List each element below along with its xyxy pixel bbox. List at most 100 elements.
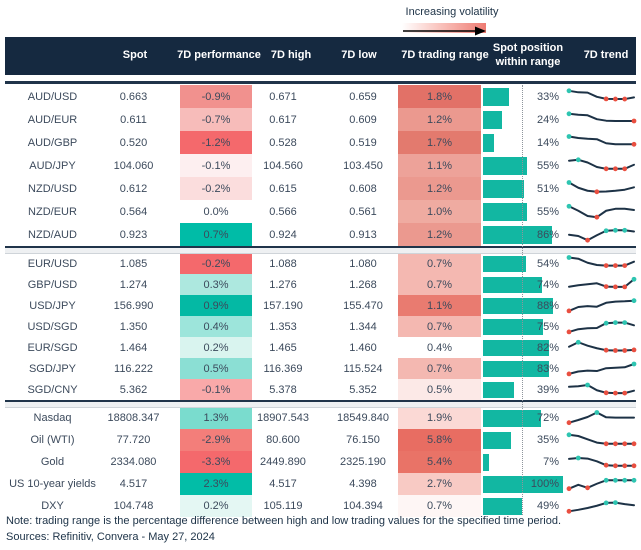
row-label: AUD/GBP [27, 136, 78, 149]
trading-range-cell: 0.7% [398, 358, 481, 379]
row-label: Oil (WTI) [30, 434, 75, 446]
position-percent: 74% [536, 278, 559, 291]
high-value: 2449.890 [260, 456, 306, 468]
performance-cell: -0.9% [180, 85, 252, 108]
high-dot-icon [613, 499, 618, 505]
position-bar [483, 133, 495, 152]
trend-sparkline [566, 274, 637, 295]
sparkline-icon [566, 409, 635, 425]
trend-sparkline [566, 473, 637, 495]
high-value: 5.378 [269, 383, 297, 396]
trend-sparkline [566, 295, 637, 316]
high-dot-icon [603, 228, 609, 234]
trading-range-cell: 5.4% [398, 451, 481, 473]
position-percent: 51% [536, 182, 559, 195]
section-divider [5, 400, 636, 408]
table-row: Oil (WTI) 77.720 -2.9% 80.600 76.150 5.8% 35% [0, 429, 641, 451]
row-label: NZD/USD [28, 182, 77, 195]
position-bar-track [483, 381, 563, 398]
trading-range-cell: 1.8% [398, 85, 481, 108]
high-value: 80.600 [266, 434, 300, 446]
position-percent: 55% [536, 205, 559, 218]
low-value: 115.524 [343, 362, 383, 375]
row-label: EUR/USD [27, 257, 78, 270]
low-value: 155.470 [343, 299, 383, 312]
high-dot-icon [603, 477, 609, 483]
position-bar [483, 87, 510, 106]
position-bar-track [483, 179, 563, 198]
volatility-legend-label: Increasing volatility [405, 6, 499, 18]
trend-sparkline [566, 429, 637, 451]
trading-range-cell: 2.7% [398, 473, 481, 495]
high-dot-icon [566, 88, 572, 94]
low-value: 76.150 [346, 434, 380, 446]
spot-value: 0.612 [119, 182, 148, 195]
low-dot-icon [631, 118, 637, 124]
low-dot-icon [603, 166, 609, 172]
trading-range-cell: 1.1% [398, 154, 481, 177]
high-dot-icon [631, 361, 637, 367]
position-bar-track [483, 475, 563, 493]
high-dot-icon [566, 203, 572, 209]
low-dot-icon [585, 484, 590, 490]
trading-range-cell: 0.5% [398, 379, 481, 400]
low-dot-icon [613, 284, 618, 290]
trend-sparkline [566, 495, 637, 517]
low-value: 2325.190 [340, 456, 386, 468]
performance-cell: 0.2% [180, 495, 252, 517]
high-dot-icon [631, 276, 637, 282]
spot-value: 5.362 [119, 383, 148, 396]
low-dot-icon [631, 141, 637, 147]
sparkline-icon [568, 157, 635, 172]
trend-sparkline [566, 316, 637, 337]
spot-value: 1.274 [119, 278, 148, 291]
table-row: DXY 104.748 0.2% 105.119 104.394 0.7% 49% [0, 495, 641, 517]
position-percent: 82% [536, 341, 559, 354]
sparkline-icon [566, 111, 637, 124]
position-bar-track [483, 297, 563, 314]
low-value: 0.609 [349, 113, 377, 126]
high-dot-icon [566, 431, 572, 437]
row-label: DXY [41, 500, 64, 512]
performance-cell: 1.3% [180, 407, 252, 429]
low-value: 1.344 [349, 320, 377, 333]
position-bar-track [483, 276, 563, 293]
trading-range-cell: 0.7% [398, 274, 481, 295]
low-dot-icon [631, 347, 637, 353]
table-row: SGD/CNY 5.362 -0.1% 5.378 5.352 0.5% 39% [0, 379, 641, 400]
spot-value: 0.564 [119, 205, 148, 218]
performance-cell: -2.9% [180, 429, 252, 451]
high-dot-icon [631, 298, 637, 304]
table-row: AUD/GBP 0.520 -1.2% 0.528 0.519 1.7% 14% [0, 131, 641, 154]
low-value: 4.398 [349, 478, 377, 490]
high-value: 1.465 [269, 341, 297, 354]
spot-value: 18808.347 [107, 412, 160, 424]
performance-cell: -0.7% [180, 108, 252, 131]
high-value: 157.190 [263, 299, 303, 312]
trend-sparkline [566, 358, 637, 379]
position-percent: 33% [536, 90, 559, 103]
spot-value: 104.060 [113, 159, 154, 172]
row-label: USD/JPY [29, 299, 76, 312]
position-bar-track [483, 133, 563, 152]
table-row: AUD/JPY 104.060 -0.1% 104.560 103.450 1.1% 55% [0, 154, 641, 177]
low-value: 104.394 [343, 500, 383, 512]
row-label: NZD/EUR [28, 205, 77, 218]
section-divider [5, 246, 636, 254]
position-percent: 55% [536, 159, 559, 172]
performance-cell: 0.9% [180, 295, 252, 316]
position-bar-track [483, 202, 563, 221]
high-dot-icon [575, 339, 581, 345]
position-bar-track [483, 225, 563, 244]
high-value: 0.671 [269, 90, 297, 103]
spot-value: 0.923 [119, 228, 148, 241]
trend-sparkline [566, 337, 637, 358]
high-value: 0.617 [269, 113, 297, 126]
low-value: 18549.840 [337, 412, 389, 424]
spot-value: 0.611 [120, 113, 147, 126]
low-dot-icon [613, 462, 618, 468]
low-dot-icon [631, 462, 637, 468]
spot-value: 156.990 [113, 299, 154, 312]
trend-sparkline [566, 379, 637, 400]
